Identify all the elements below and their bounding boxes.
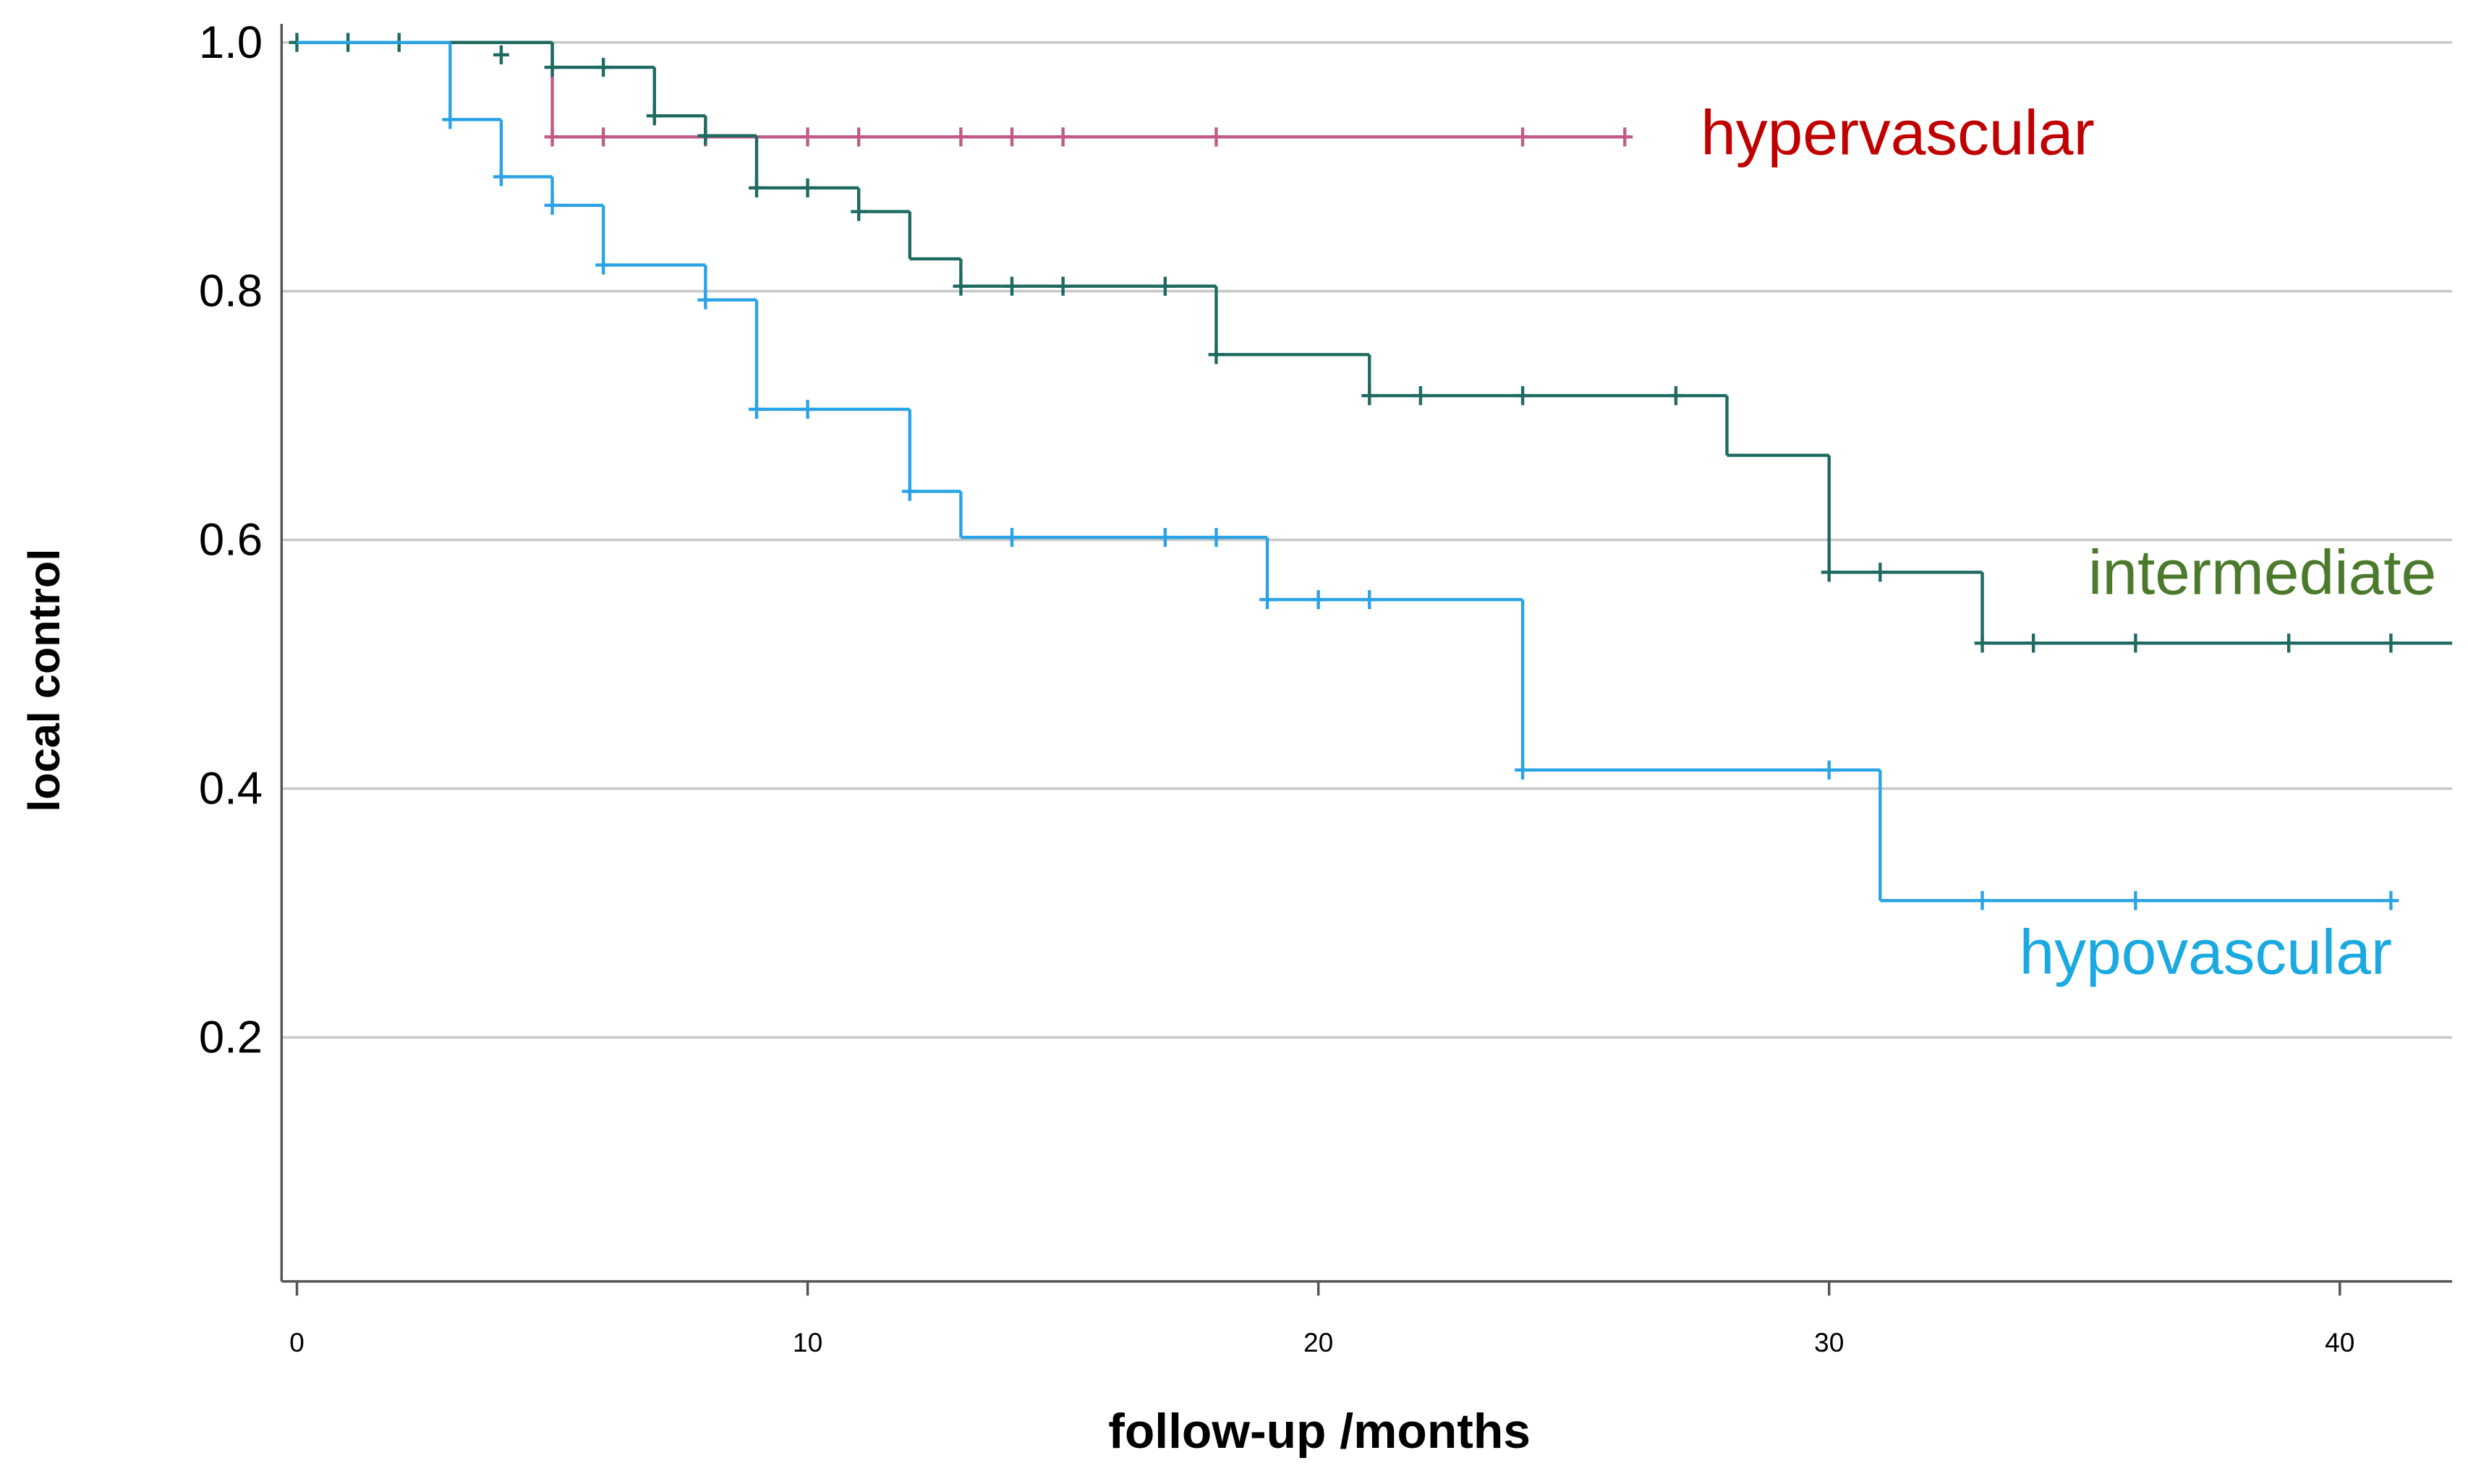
censor-mark: [1157, 276, 1173, 296]
censor-mark: [1872, 563, 1889, 582]
censor-mark: [1821, 760, 1837, 780]
censor-mark: [1004, 127, 1020, 147]
censor-mark: [1208, 127, 1225, 147]
censor-mark: [953, 127, 969, 147]
censor-mark: [1821, 563, 1837, 582]
censor-mark: [2281, 634, 2297, 653]
censor-mark: [442, 110, 459, 129]
series-label: intermediate: [2088, 537, 2436, 608]
censor-mark: [1259, 589, 1275, 610]
censor-mark: [697, 290, 714, 310]
censor-mark: [1617, 127, 1633, 147]
censor-mark: [2127, 634, 2144, 653]
censor-mark: [2383, 891, 2399, 911]
censor-mark: [544, 57, 561, 77]
x-tick-label: 20: [1303, 1327, 1333, 1357]
censor-mark: [1667, 385, 1684, 406]
censor-mark: [1515, 385, 1531, 406]
y-axis-title: local control: [20, 549, 69, 812]
censor-mark: [2383, 634, 2399, 653]
y-tick-label: 1.0: [199, 17, 263, 68]
censor-mark: [1361, 589, 1378, 610]
censor-mark: [749, 399, 765, 419]
censor-mark: [544, 127, 561, 147]
censor-mark: [1004, 527, 1020, 547]
y-tick-label: 0.6: [199, 515, 263, 566]
censor-mark: [2127, 891, 2144, 911]
censor-mark: [851, 202, 867, 221]
censor-mark: [646, 106, 663, 126]
censor-mark: [1208, 345, 1225, 364]
censor-mark: [697, 126, 714, 145]
censor-mark: [595, 255, 612, 275]
censor-mark: [493, 45, 509, 64]
censor-mark: [851, 127, 867, 147]
censor-mark: [1055, 276, 1071, 296]
censor-mark: [595, 57, 612, 77]
censor-mark: [1361, 385, 1378, 406]
x-tick-label: 40: [2325, 1327, 2354, 1357]
censor-mark: [1055, 127, 1071, 147]
x-tick-label: 30: [1814, 1327, 1844, 1357]
y-tick-label: 0.8: [199, 266, 263, 317]
censor-mark: [493, 167, 509, 187]
censor-mark: [953, 276, 969, 296]
x-tick-label: 10: [793, 1327, 822, 1357]
censor-mark: [1515, 127, 1531, 147]
censor-mark: [2025, 634, 2042, 653]
censor-mark: [1974, 634, 1991, 653]
censor-mark: [799, 178, 816, 197]
censor-mark: [799, 399, 816, 419]
censor-mark: [1157, 527, 1173, 547]
censor-mark: [544, 195, 561, 216]
censor-mark: [1412, 385, 1429, 406]
series-label: hypervascular: [1701, 98, 2095, 169]
y-tick-label: 0.2: [199, 1012, 263, 1063]
censor-mark: [1515, 760, 1531, 780]
censor-mark: [1310, 589, 1327, 610]
censor-mark: [1974, 891, 1991, 911]
y-tick-label: 0.4: [199, 764, 263, 814]
censor-mark: [799, 127, 816, 147]
censor-mark: [1004, 276, 1020, 296]
series-label: hypovascular: [2020, 917, 2392, 988]
censor-mark: [749, 178, 765, 197]
censor-mark: [595, 127, 612, 147]
x-tick-label: 0: [289, 1327, 305, 1357]
censor-mark: [1208, 527, 1225, 547]
censor-mark: [901, 482, 918, 501]
x-axis-title: follow-up /months: [1108, 1404, 1531, 1459]
